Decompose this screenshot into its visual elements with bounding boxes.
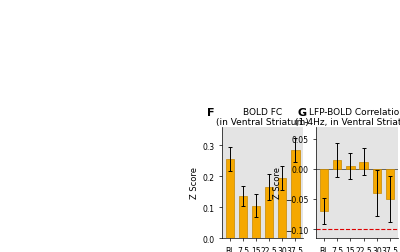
Bar (239, 197, 247, 238)
Bar (278, 178, 286, 238)
Bar (291, 150, 300, 238)
Bar (359, 162, 368, 169)
Bar (346, 166, 355, 169)
Bar (386, 169, 394, 199)
Bar (333, 160, 342, 169)
Title: LFP-BOLD Correlation
(1-4Hz, in Ventral Striatum): LFP-BOLD Correlation (1-4Hz, in Ventral … (295, 107, 400, 127)
Text: G: G (298, 107, 307, 117)
Y-axis label: Z Score: Z Score (273, 167, 282, 199)
Y-axis label: Z Score: Z Score (190, 167, 200, 199)
Title: BOLD FC
(in Ventral Striatum): BOLD FC (in Ventral Striatum) (216, 107, 309, 127)
Bar (372, 169, 381, 193)
Text: F: F (207, 107, 215, 117)
Bar (226, 160, 234, 238)
Bar (265, 187, 273, 238)
Bar (252, 206, 260, 238)
Bar (320, 169, 328, 211)
